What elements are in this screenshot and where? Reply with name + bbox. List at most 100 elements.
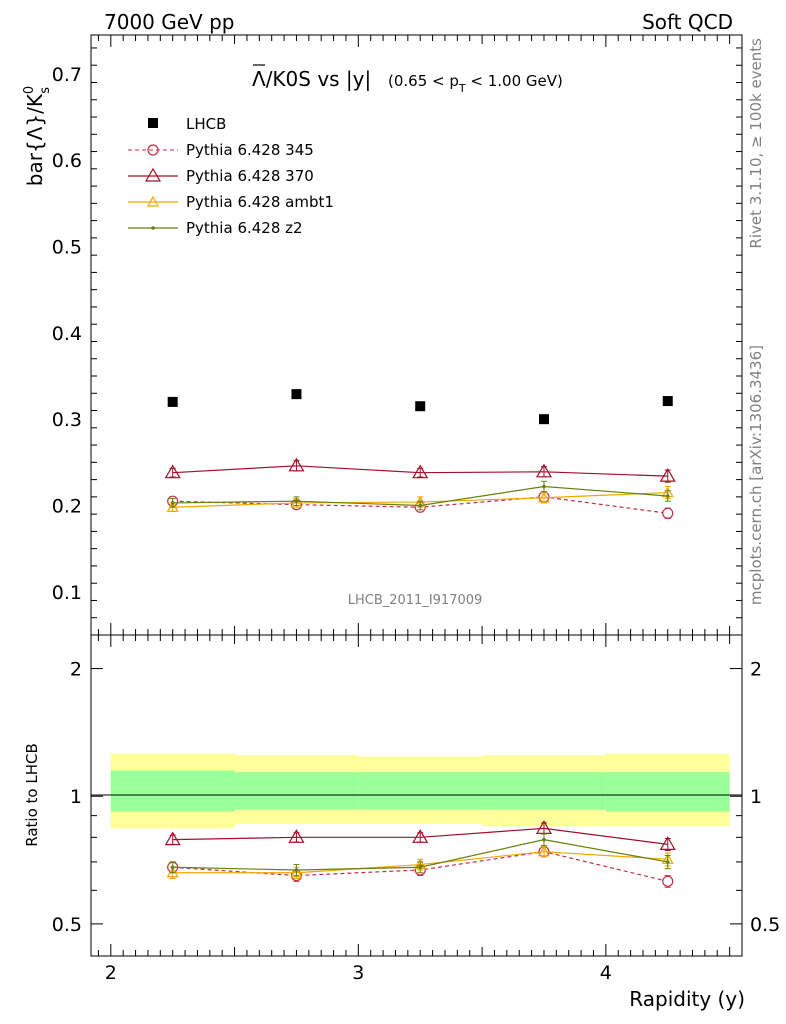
band-inner bbox=[605, 772, 730, 812]
main-ylabel-base: bar{Λ}/K bbox=[23, 93, 47, 186]
xtick-label: 2 bbox=[105, 962, 117, 984]
legend-label-345: Pythia 6.428 345 bbox=[186, 141, 314, 159]
rivet-label: Rivet 3.1.10, ≥ 100k events bbox=[747, 38, 765, 249]
data-point bbox=[537, 845, 550, 857]
band-inner bbox=[482, 772, 606, 810]
ytick-label: 0.6 bbox=[52, 150, 82, 172]
data-point bbox=[294, 499, 299, 503]
band-inner bbox=[358, 772, 483, 810]
ratio-bands bbox=[110, 753, 730, 829]
ytick-label: 0.4 bbox=[52, 323, 82, 345]
legend-label-z2: Pythia 6.428 z2 bbox=[186, 219, 303, 237]
legend-item-345: Pythia 6.428 345 bbox=[128, 141, 314, 159]
ratio-ytick-label: 2 bbox=[70, 659, 82, 681]
mcplots-label: mcplots.cern.ch [arXiv:1306.3436] bbox=[747, 345, 765, 605]
data-point bbox=[535, 820, 553, 834]
legend-item-z2: Pythia 6.428 z2 bbox=[128, 219, 303, 237]
ytick-label: 0.7 bbox=[52, 64, 82, 86]
ratio-panel-frame bbox=[90, 634, 743, 957]
main-panel-data bbox=[164, 389, 676, 519]
band-inner bbox=[110, 770, 235, 812]
title-range-start: (0.65 < p bbox=[388, 72, 459, 90]
title-rest: /K0S vs |y| bbox=[266, 67, 372, 91]
data-point bbox=[290, 496, 303, 508]
data-point bbox=[665, 860, 670, 864]
series-z2 bbox=[169, 480, 671, 511]
data-point bbox=[659, 467, 676, 482]
data-point bbox=[412, 829, 429, 843]
legend-label-ambt1: Pythia 6.428 ambt1 bbox=[186, 193, 334, 211]
data-point bbox=[412, 464, 429, 479]
data-point bbox=[288, 457, 305, 472]
legend-marker-370 bbox=[144, 167, 162, 182]
series-LHCB bbox=[167, 389, 673, 425]
data-point bbox=[415, 401, 426, 412]
ratio-ytick-label-right: 2 bbox=[750, 659, 762, 681]
data-point bbox=[662, 507, 674, 519]
legend-marker-z2 bbox=[151, 226, 155, 230]
series-p370 bbox=[164, 820, 676, 851]
data-point bbox=[535, 463, 553, 478]
header-right: Soft QCD bbox=[642, 10, 733, 34]
xtick-label: 4 bbox=[600, 962, 612, 984]
ytick-label: 0.5 bbox=[52, 237, 82, 259]
title-lambda: Λ bbox=[252, 67, 266, 91]
xtick-label: 3 bbox=[352, 962, 364, 984]
data-point bbox=[665, 494, 670, 498]
ytick-label: 0.3 bbox=[52, 409, 82, 431]
legend-item-lhcb: LHCB bbox=[148, 115, 226, 133]
ratio-panel: 0.5 0.5 1 1 2 2 2 3 4 Ratio to LHCB Rapidity (y) bbox=[23, 634, 780, 1011]
ytick-label: 0.2 bbox=[52, 496, 82, 518]
series-p370 bbox=[164, 457, 676, 483]
main-ylabel: bar{Λ}/K0s bbox=[22, 86, 53, 186]
analysis-id: LHCB_2011_I917009 bbox=[348, 593, 483, 608]
legend-item-370: Pythia 6.428 370 bbox=[128, 167, 314, 185]
data-point bbox=[537, 491, 550, 503]
title-range-sub: T bbox=[458, 82, 466, 95]
main-panel: 0.1 0.2 0.3 0.4 0.5 0.6 0.7 Λ/K0S vs |y| (0.65… bbox=[22, 34, 743, 636]
ratio-ylabel: Ratio to LHCB bbox=[23, 743, 41, 847]
data-point bbox=[288, 829, 305, 843]
main-ylabel-sup: 0 bbox=[22, 86, 37, 94]
data-point bbox=[418, 865, 423, 870]
ratio-ytick-label: 0.5 bbox=[52, 914, 82, 936]
legend-marker-lhcb bbox=[148, 118, 158, 128]
ytick-label: 0.1 bbox=[52, 582, 82, 604]
title-range: (0.65 < pT < 1.00 GeV) bbox=[388, 72, 563, 95]
title-range-end: < 1.00 GeV) bbox=[466, 72, 563, 90]
plot-title: Λ/K0S vs |y| (0.65 < pT < 1.00 GeV) bbox=[252, 64, 563, 95]
data-point bbox=[659, 836, 676, 850]
data-point bbox=[542, 484, 546, 489]
data-point bbox=[291, 389, 302, 400]
data-point bbox=[542, 837, 546, 842]
xlabel: Rapidity (y) bbox=[629, 987, 745, 1011]
data-point bbox=[662, 875, 674, 887]
data-point bbox=[662, 396, 673, 407]
data-point bbox=[164, 464, 181, 479]
data-point bbox=[166, 500, 179, 512]
data-point bbox=[164, 831, 181, 846]
band-inner bbox=[234, 772, 359, 810]
main-ylabel-text: bar{Λ}/K0s bbox=[22, 86, 53, 186]
main-ylabel-sub: s bbox=[38, 87, 53, 94]
ratio-ytick-label: 1 bbox=[70, 786, 82, 808]
legend-item-ambt1: Pythia 6.428 ambt1 bbox=[128, 193, 334, 211]
data-point bbox=[418, 503, 423, 508]
data-point bbox=[167, 396, 178, 407]
ratio-ytick-label-right: 1 bbox=[750, 786, 762, 808]
ratio-ytick-label-right: 0.5 bbox=[750, 914, 780, 936]
data-point bbox=[294, 868, 299, 872]
legend: LHCB Pythia 6.428 345 Pythia 6.428 370 P… bbox=[128, 115, 334, 237]
ratio-panel-ticks: 0.5 0.5 1 1 2 2 2 3 4 bbox=[52, 635, 780, 984]
series-z2 bbox=[169, 833, 671, 877]
legend-marker-345 bbox=[147, 144, 159, 156]
title-text: Λ/K0S vs |y| bbox=[252, 67, 371, 91]
main-panel-ticks: 0.1 0.2 0.3 0.4 0.5 0.6 0.7 bbox=[52, 35, 742, 635]
data-point bbox=[170, 501, 175, 505]
legend-marker-ambt1 bbox=[146, 195, 160, 207]
data-point bbox=[170, 865, 175, 870]
data-point bbox=[290, 866, 303, 878]
ratio-panel-data bbox=[164, 820, 676, 888]
header-left: 7000 GeV pp bbox=[104, 10, 235, 34]
